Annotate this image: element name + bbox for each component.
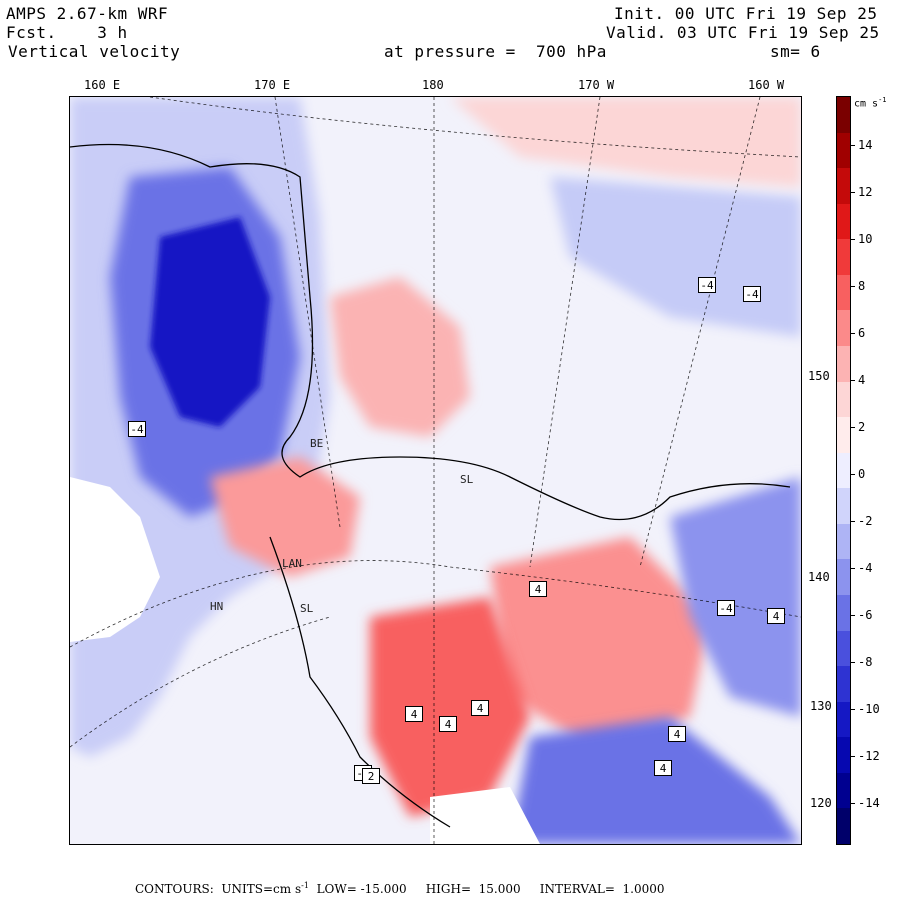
station-label: SL [460,473,474,486]
units-label: UNITS=cm s [221,882,302,896]
interval-value: INTERVAL= 1.0000 [539,882,665,896]
contour-info: CONTOURS: UNITS=cm s-1 LOW= -15.000 HIGH… [135,881,665,896]
colorbar-tick [851,709,855,710]
colorbar-segment [837,701,850,738]
colorbar-tick-label: -2 [858,514,873,528]
pressure-level: at pressure = 700 hPa [384,42,607,61]
colorbar-tick-label: 6 [858,326,866,340]
colorbar-tick-label: 0 [858,467,866,481]
contour-label: 4 [439,716,457,732]
units-exp: -1 [301,881,309,890]
contours-label: CONTOURS: [135,882,214,896]
high-value: HIGH= 15.000 [425,882,521,896]
map-field-svg [70,97,801,844]
colorbar [836,96,851,845]
colorbar-segment [837,239,850,276]
forecast-label: Fcst. 3 h [6,23,128,42]
lon-label: 180 [422,78,444,92]
lat-label: 140 W [808,570,845,584]
pressure-label: at pressure = [384,42,516,61]
colorbar-segment [837,737,850,774]
model-title: AMPS 2.67-km WRF [6,4,169,23]
pressure-value: 700 hPa [536,42,607,61]
contour-label: -4 [717,600,735,616]
fcst-label: Fcst. [6,23,57,42]
fcst-value: 3 h [97,23,128,42]
colorbar-segment [837,381,850,418]
colorbar-tick-label: -10 [858,702,880,716]
colorbar-tick-label: 2 [858,420,866,434]
contour-label: 4 [654,760,672,776]
lat-label: 150 W [808,369,845,383]
colorbar-segment [837,417,850,454]
lon-label: 160 W [748,78,785,92]
contour-label: -4 [128,421,146,437]
contour-label: 4 [668,726,686,742]
colorbar-tick-label: -4 [858,561,873,575]
station-label: HN [210,600,224,613]
init-time: Init. 00 UTC Fri 19 Sep 25 [614,4,878,23]
colorbar-segment [837,630,850,667]
colorbar-segment [837,488,850,525]
colorbar-tick [851,427,855,428]
vertical-velocity-map: -4 -4 4 4 4 4 4 -4 2 -4 -4 4 4 BE SL LAN… [69,96,802,845]
colorbar-tick-label: -12 [858,749,880,763]
lon-label: 160 E [84,78,121,92]
colorbar-tick [851,380,855,381]
colorbar-segment [837,523,850,560]
field-name: Vertical velocity [8,42,181,61]
station-label: SL [300,602,314,615]
colorbar-segment [837,452,850,489]
colorbar-segment [837,97,850,134]
contour-label: 4 [405,706,423,722]
colorbar-tick [851,521,855,522]
colorbar-tick [851,286,855,287]
colorbar-segment [837,346,850,383]
colorbar-tick-label: 14 [858,138,873,152]
valid-time: Valid. 03 UTC Fri 19 Sep 25 [606,23,880,42]
colorbar-tick-label: 4 [858,373,866,387]
contour-label: 2 [362,768,380,784]
colorbar-segment [837,808,850,845]
colorbar-tick-label: -14 [858,796,880,810]
colorbar-tick [851,615,855,616]
colorbar-tick [851,145,855,146]
colorbar-tick-label: 8 [858,279,866,293]
colorbar-tick [851,756,855,757]
colorbar-tick [851,192,855,193]
colorbar-tick-label: -6 [858,608,873,622]
colorbar-segment [837,203,850,240]
lon-label: 170 E [254,78,291,92]
colorbar-segment [837,666,850,703]
colorbar-tick-label: 10 [858,232,873,246]
contour-label: 4 [471,700,489,716]
colorbar-tick [851,239,855,240]
colorbar-tick-label: -8 [858,655,873,669]
colorbar-tick-label: 12 [858,185,873,199]
contour-label: 4 [529,581,547,597]
colorbar-tick [851,662,855,663]
lon-label: 170 W [578,78,615,92]
contour-label: 4 [767,608,785,624]
colorbar-tick [851,474,855,475]
low-value: LOW= -15.000 [316,882,407,896]
colorbar-segment [837,274,850,311]
colorbar-tick [851,803,855,804]
colorbar-tick [851,333,855,334]
colorbar-units: cm s-1 [854,96,887,110]
contour-label: -4 [698,277,716,293]
colorbar-segment [837,132,850,169]
station-label: BE [310,437,324,450]
colorbar-segment [837,168,850,205]
colorbar-segment [837,310,850,347]
colorbar-segment [837,595,850,632]
smoothing: sm= 6 [770,42,821,61]
contour-label: -4 [743,286,761,302]
colorbar-segment [837,559,850,596]
colorbar-segment [837,772,850,809]
station-label: LAN [282,557,302,570]
colorbar-tick [851,568,855,569]
